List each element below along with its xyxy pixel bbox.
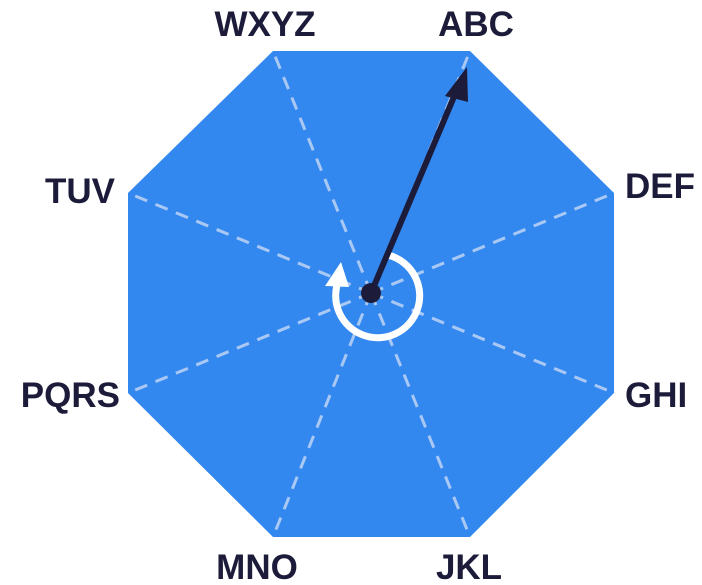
label-abc: ABC bbox=[438, 5, 514, 44]
label-def: DEF bbox=[625, 167, 695, 206]
label-mno: MNO bbox=[216, 548, 298, 585]
dial-center-pivot bbox=[361, 283, 381, 303]
label-wxyz: WXYZ bbox=[214, 5, 315, 44]
label-jkl: JKL bbox=[436, 548, 502, 585]
rotation-arrow-icon bbox=[325, 252, 424, 342]
label-pqrs: PQRS bbox=[21, 376, 120, 415]
label-tuv: TUV bbox=[45, 172, 116, 211]
label-ghi: GHI bbox=[625, 376, 687, 415]
dial-hand bbox=[361, 67, 468, 303]
